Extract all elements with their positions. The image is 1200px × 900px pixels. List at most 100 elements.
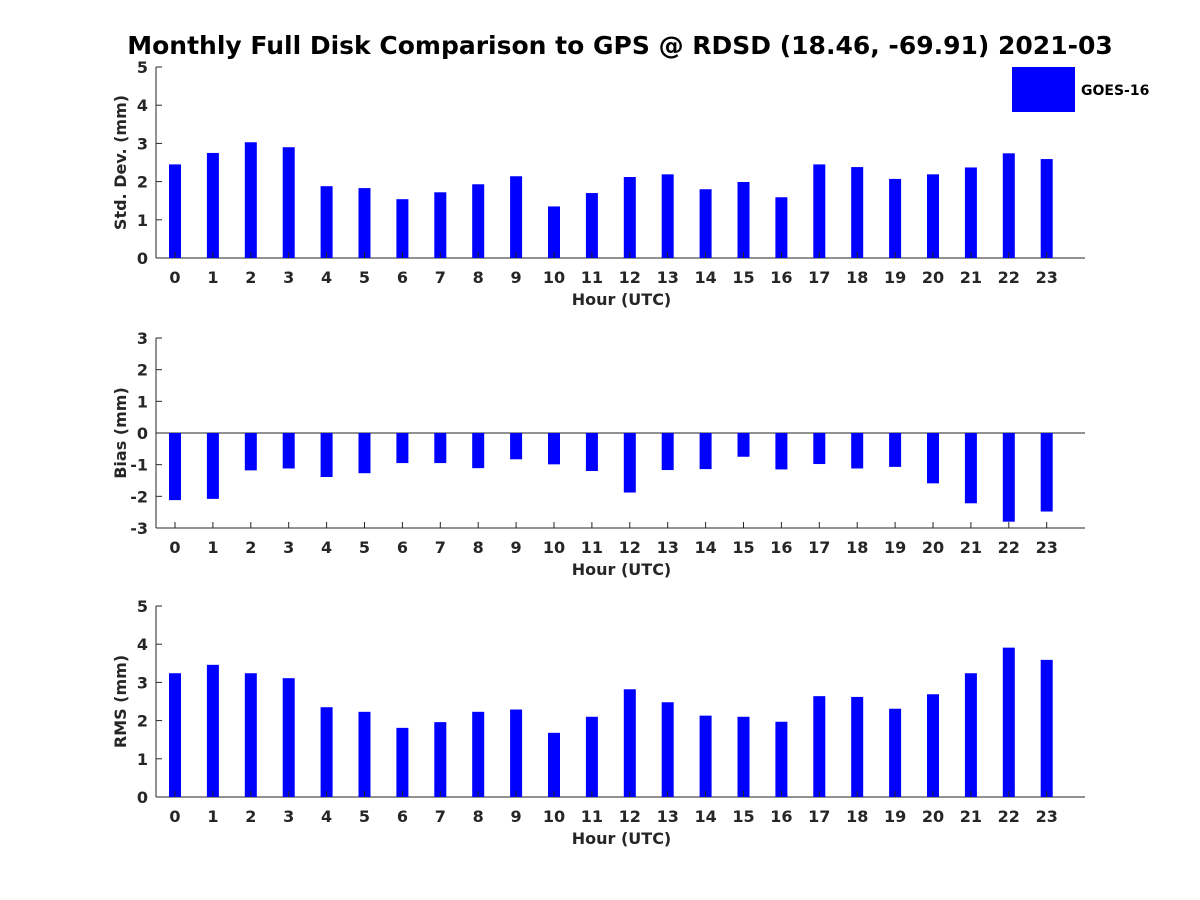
bar (396, 199, 409, 258)
bar (927, 174, 939, 258)
bar (699, 189, 712, 258)
legend-swatch (1012, 67, 1075, 112)
bar (813, 696, 826, 797)
x-tick-label: 22 (998, 807, 1020, 826)
bar (1040, 433, 1053, 512)
x-tick-label: 7 (435, 268, 446, 287)
x-tick-label: 7 (435, 538, 446, 557)
bar (472, 184, 485, 258)
bar (623, 177, 636, 258)
x-tick-label: 16 (770, 807, 792, 826)
bar (964, 167, 977, 258)
bar (813, 433, 826, 465)
x-tick-label: 13 (657, 807, 679, 826)
bar (813, 164, 826, 258)
x-tick-label: 9 (511, 268, 522, 287)
bar (396, 433, 409, 464)
x-tick-label: 3 (283, 807, 294, 826)
x-tick-label: 5 (359, 807, 370, 826)
x-tick-label: 4 (321, 538, 332, 557)
x-tick-label: 14 (694, 538, 716, 557)
x-tick-label: 21 (960, 268, 982, 287)
bar (169, 433, 181, 501)
x-tick-label: 20 (922, 807, 944, 826)
x-tick-label: 19 (884, 807, 906, 826)
bar (737, 181, 750, 258)
bar (1002, 647, 1015, 797)
bar (320, 186, 333, 258)
x-tick-label: 12 (619, 807, 641, 826)
y-tick-label: 3 (137, 329, 148, 348)
x-tick-label: 8 (473, 538, 484, 557)
y-axis-label: Bias (mm) (111, 387, 130, 479)
bar (244, 673, 257, 797)
x-tick-label: 15 (732, 538, 754, 557)
x-tick-label: 0 (169, 268, 180, 287)
x-tick-label: 11 (581, 807, 603, 826)
x-tick-label: 3 (283, 268, 294, 287)
x-tick-label: 23 (1036, 538, 1058, 557)
x-tick-label: 12 (619, 538, 641, 557)
x-tick-label: 1 (207, 807, 218, 826)
y-tick-label: 2 (137, 361, 148, 380)
x-tick-label: 10 (543, 538, 565, 557)
y-tick-label: 2 (137, 712, 148, 731)
x-tick-label: 2 (245, 807, 256, 826)
x-tick-label: 23 (1036, 807, 1058, 826)
x-tick-label: 13 (657, 268, 679, 287)
x-tick-label: 16 (770, 538, 792, 557)
bar (661, 433, 674, 471)
x-tick-label: 19 (884, 538, 906, 557)
x-tick-label: 11 (581, 538, 603, 557)
x-tick-label: 9 (511, 538, 522, 557)
x-axis-label: Hour (UTC) (572, 290, 672, 309)
x-axis-label: Hour (UTC) (572, 560, 672, 579)
x-tick-label: 4 (321, 268, 332, 287)
bar (927, 694, 939, 797)
bar (282, 678, 295, 797)
x-tick-label: 17 (808, 807, 830, 826)
bar (358, 711, 371, 797)
bar (1002, 433, 1015, 522)
x-tick-label: 1 (207, 268, 218, 287)
y-tick-label: 3 (137, 673, 148, 692)
x-tick-label: 5 (359, 268, 370, 287)
bar (851, 167, 864, 258)
x-tick-label: 18 (846, 807, 868, 826)
bar (510, 433, 523, 460)
bar (964, 433, 977, 504)
y-tick-label: -1 (130, 456, 148, 475)
x-tick-label: 0 (169, 538, 180, 557)
bar (623, 433, 636, 493)
y-axis-label: Std. Dev. (mm) (111, 95, 130, 230)
x-tick-label: 18 (846, 268, 868, 287)
x-tick-label: 14 (694, 807, 716, 826)
x-tick-label: 10 (543, 807, 565, 826)
x-tick-label: 10 (543, 268, 565, 287)
y-tick-label: 0 (137, 424, 148, 443)
bar (434, 722, 447, 797)
bar (320, 433, 333, 478)
bar (282, 147, 295, 258)
y-tick-label: 5 (137, 597, 148, 616)
y-tick-label: -2 (130, 487, 148, 506)
bar (396, 727, 409, 797)
y-tick-label: 3 (137, 134, 148, 153)
x-tick-label: 3 (283, 538, 294, 557)
bar (889, 433, 902, 467)
x-tick-label: 6 (397, 807, 408, 826)
bar (434, 192, 447, 258)
x-tick-label: 2 (245, 268, 256, 287)
x-tick-label: 21 (960, 538, 982, 557)
x-tick-label: 6 (397, 268, 408, 287)
bar (206, 152, 219, 258)
bar (206, 433, 219, 499)
x-tick-label: 9 (511, 807, 522, 826)
x-tick-label: 21 (960, 807, 982, 826)
x-tick-label: 8 (473, 807, 484, 826)
bar (472, 711, 485, 797)
x-tick-label: 14 (694, 268, 716, 287)
y-tick-label: 0 (137, 788, 148, 807)
